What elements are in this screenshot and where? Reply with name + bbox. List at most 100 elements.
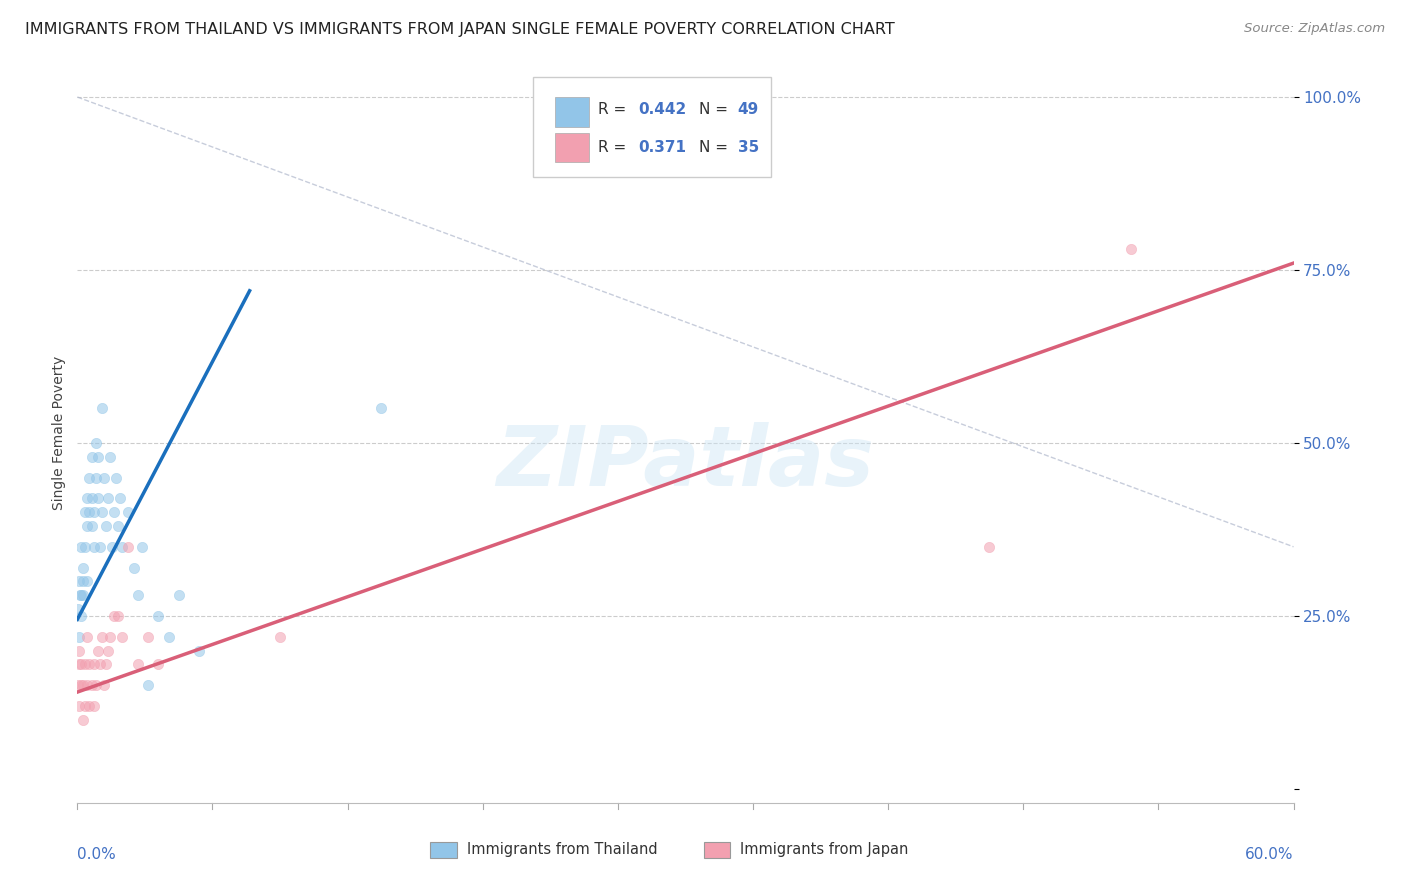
Point: [107, 519, 129, 533]
Point: [107, 609, 129, 624]
Point: [136, 630, 159, 644]
Point: [188, 643, 211, 657]
Point: [90, 401, 112, 416]
FancyBboxPatch shape: [430, 842, 457, 858]
Point: [122, 560, 145, 574]
Point: [84, 436, 107, 450]
Point: [98, 450, 121, 464]
Point: [67, 630, 90, 644]
Point: [79, 505, 101, 519]
Point: [83, 698, 105, 713]
Point: [89, 657, 111, 672]
Point: [69, 588, 91, 602]
Point: [76, 519, 98, 533]
Point: [80, 450, 103, 464]
Text: 0.371: 0.371: [638, 140, 686, 155]
Point: [93, 470, 115, 484]
Point: [72, 574, 94, 589]
Point: [86, 643, 108, 657]
Point: [72, 588, 94, 602]
Point: [75, 540, 97, 554]
Point: [76, 574, 98, 589]
Point: [72, 713, 94, 727]
FancyBboxPatch shape: [555, 133, 589, 162]
Text: 49: 49: [738, 102, 759, 117]
Point: [167, 588, 190, 602]
Point: [79, 657, 101, 672]
Point: [979, 540, 1001, 554]
Point: [94, 657, 117, 672]
Point: [103, 609, 125, 624]
Point: [97, 491, 120, 506]
Y-axis label: Single Female Poverty: Single Female Poverty: [52, 356, 66, 509]
Point: [117, 540, 139, 554]
Point: [93, 678, 115, 692]
Point: [157, 630, 180, 644]
Point: [89, 540, 111, 554]
Point: [97, 643, 120, 657]
Point: [86, 491, 108, 506]
FancyBboxPatch shape: [533, 78, 770, 178]
Point: [72, 678, 94, 692]
Point: [67, 574, 90, 589]
Text: IMMIGRANTS FROM THAILAND VS IMMIGRANTS FROM JAPAN SINGLE FEMALE POVERTY CORRELAT: IMMIGRANTS FROM THAILAND VS IMMIGRANTS F…: [25, 22, 896, 37]
Text: 35: 35: [738, 140, 759, 155]
Text: Immigrants from Thailand: Immigrants from Thailand: [467, 842, 657, 857]
Point: [1121, 242, 1143, 256]
Point: [101, 540, 124, 554]
Text: 0.0%: 0.0%: [77, 847, 117, 863]
Text: ZIPatlas: ZIPatlas: [496, 422, 875, 503]
Point: [67, 643, 90, 657]
Text: N =: N =: [699, 102, 733, 117]
Point: [83, 657, 105, 672]
Point: [83, 540, 105, 554]
Point: [79, 698, 101, 713]
Point: [70, 609, 93, 624]
FancyBboxPatch shape: [703, 842, 731, 858]
Text: Immigrants from Japan: Immigrants from Japan: [740, 842, 908, 857]
Point: [67, 698, 90, 713]
Point: [70, 540, 93, 554]
Point: [83, 505, 105, 519]
Point: [136, 678, 159, 692]
Point: [86, 450, 108, 464]
Point: [117, 505, 139, 519]
Point: [67, 678, 90, 692]
Text: 60.0%: 60.0%: [1246, 847, 1294, 863]
Point: [131, 540, 153, 554]
Text: R =: R =: [598, 140, 631, 155]
Point: [80, 519, 103, 533]
Point: [76, 491, 98, 506]
Point: [108, 491, 131, 506]
Point: [94, 519, 117, 533]
Text: Source: ZipAtlas.com: Source: ZipAtlas.com: [1244, 22, 1385, 36]
Point: [127, 588, 149, 602]
Point: [370, 401, 392, 416]
Point: [75, 657, 97, 672]
Point: [98, 630, 121, 644]
Text: N =: N =: [699, 140, 733, 155]
Point: [76, 678, 98, 692]
Point: [90, 630, 112, 644]
Point: [84, 470, 107, 484]
Point: [269, 630, 291, 644]
Point: [67, 602, 90, 616]
Point: [148, 657, 170, 672]
Point: [90, 505, 112, 519]
Point: [76, 630, 98, 644]
Point: [104, 470, 127, 484]
Point: [75, 505, 97, 519]
Point: [70, 588, 93, 602]
Point: [67, 657, 90, 672]
Point: [70, 657, 93, 672]
Point: [72, 560, 94, 574]
FancyBboxPatch shape: [555, 97, 589, 127]
Point: [103, 505, 125, 519]
Point: [75, 698, 97, 713]
Point: [80, 491, 103, 506]
Point: [111, 630, 134, 644]
Point: [84, 678, 107, 692]
Point: [70, 678, 93, 692]
Point: [111, 540, 134, 554]
Point: [148, 609, 170, 624]
